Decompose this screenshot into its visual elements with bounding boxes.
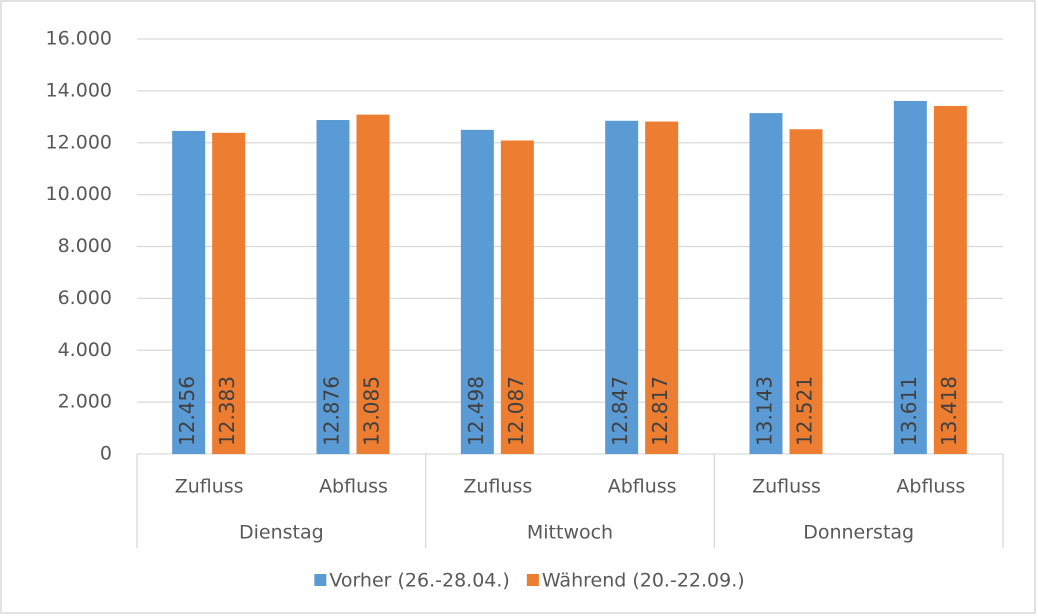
- bar: [460, 129, 494, 454]
- legend-swatch: [314, 574, 327, 586]
- group-label: Mittwoch: [527, 522, 613, 544]
- y-tick-label: 8.000: [58, 235, 112, 257]
- value-label: 12.087: [504, 376, 528, 446]
- bar: [749, 113, 783, 454]
- legend-label: Vorher (26.-28.04.): [329, 570, 510, 592]
- bar: [172, 130, 206, 455]
- bar: [645, 121, 679, 455]
- bar: [789, 129, 823, 454]
- bar: [500, 140, 534, 454]
- y-tick-label: 14.000: [46, 79, 112, 101]
- value-label: 13.085: [360, 376, 384, 446]
- group-label: Donnerstag: [803, 522, 914, 544]
- y-tick-label: 4.000: [58, 339, 112, 361]
- x-tick-label: Zufluss: [752, 476, 821, 498]
- bar: [356, 114, 390, 454]
- value-label: 12.817: [648, 376, 672, 446]
- value-label: 12.521: [793, 376, 817, 446]
- value-label: 12.456: [175, 376, 199, 446]
- value-label: 13.143: [753, 376, 777, 446]
- legend-label: Während (20.-22.09.): [542, 570, 745, 592]
- value-label: 12.383: [215, 376, 239, 446]
- x-tick-label: Zufluss: [175, 476, 244, 498]
- y-tick-label: 10.000: [46, 183, 112, 205]
- bar: [893, 100, 927, 454]
- y-tick-label: 2.000: [58, 391, 112, 413]
- x-tick-label: Abfluss: [319, 476, 388, 498]
- y-tick-label: 6.000: [58, 287, 112, 309]
- bar: [316, 120, 350, 454]
- group-label: Dienstag: [239, 522, 324, 544]
- value-label: 12.498: [464, 376, 488, 446]
- x-tick-label: Zufluss: [463, 476, 532, 498]
- y-tick-label: 16.000: [46, 28, 112, 50]
- x-tick-label: Abfluss: [896, 476, 965, 498]
- bar: [212, 132, 246, 455]
- bar: [933, 105, 967, 454]
- bar: [605, 120, 639, 454]
- value-label: 12.847: [608, 376, 632, 446]
- value-label: 13.418: [937, 376, 961, 446]
- legend-swatch: [526, 574, 539, 586]
- value-label: 13.611: [897, 376, 921, 446]
- y-tick-label: 0: [100, 443, 112, 465]
- x-tick-label: Abfluss: [608, 476, 677, 498]
- value-label: 12.876: [320, 376, 344, 446]
- y-tick-label: 12.000: [46, 131, 112, 153]
